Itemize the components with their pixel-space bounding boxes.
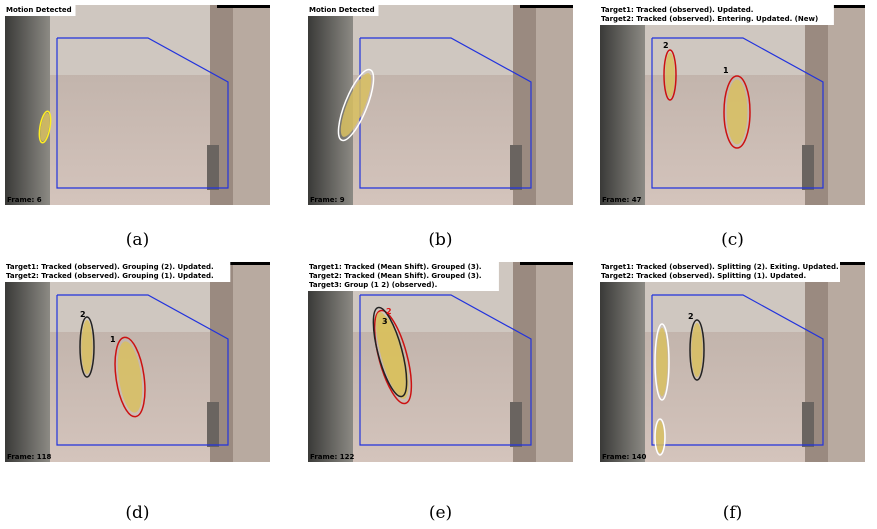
top-bar <box>217 262 270 265</box>
caption: (d) <box>125 503 149 523</box>
target-blob <box>656 420 664 454</box>
left-wall <box>5 5 50 205</box>
target-blob <box>117 341 143 413</box>
target-id: 1 <box>110 335 116 344</box>
back-wall <box>348 5 523 75</box>
status-line: Target1: Tracked (observed). Splitting (… <box>601 263 839 271</box>
top-bar <box>520 262 573 265</box>
target-ellipse <box>372 306 408 398</box>
target-id: 3 <box>382 317 388 326</box>
caption: (c) <box>721 230 744 250</box>
bin <box>802 145 814 190</box>
zone <box>56 294 229 446</box>
frame-label: Frame: 47 <box>602 196 642 204</box>
target-blob <box>656 327 668 397</box>
target-ellipse <box>723 75 751 149</box>
panel: Motion Detected Frame: 6 <box>5 5 270 205</box>
left-wall <box>600 262 645 462</box>
right-wall <box>536 262 573 462</box>
target-blob <box>40 112 50 142</box>
top-bar <box>520 5 573 8</box>
header-band <box>5 5 76 16</box>
target-id: 2 <box>386 307 392 316</box>
status-line: Target3: Group (1 2) (observed). <box>309 281 437 289</box>
zone <box>651 294 824 446</box>
status-line: Target1: Tracked (observed). Updated. <box>601 6 753 14</box>
target-ellipse <box>654 323 670 401</box>
target-id: 2 <box>663 41 669 50</box>
target-id: 1 <box>723 66 729 75</box>
zone <box>359 294 532 446</box>
left-wall <box>600 5 645 205</box>
left-wall <box>308 262 353 462</box>
caption: (a) <box>126 230 149 250</box>
top-bar <box>812 5 865 8</box>
target-blob <box>340 73 372 137</box>
panel: Motion Detected Frame: 9 <box>308 5 573 205</box>
frame-label: Frame: 118 <box>7 453 52 461</box>
header-band <box>308 262 499 291</box>
target-blob <box>691 323 703 377</box>
left-wall <box>308 5 353 205</box>
back-wall <box>45 5 220 75</box>
target-ellipse <box>337 68 375 142</box>
frame-label: Frame: 9 <box>310 196 345 204</box>
target-ellipse <box>654 418 666 456</box>
caption: (f) <box>723 503 743 523</box>
bin <box>207 145 219 190</box>
right-wall <box>536 5 573 205</box>
right-wall <box>233 262 270 462</box>
right-wall <box>828 262 865 462</box>
target-ellipse <box>663 49 677 101</box>
header-band <box>5 262 231 282</box>
target-ellipse <box>79 316 95 378</box>
top-bar <box>217 5 270 8</box>
target-blob <box>665 52 675 98</box>
status-line: Motion Detected <box>6 6 72 14</box>
panel: Target1: Tracked (observed). Splitting (… <box>600 262 865 462</box>
zone <box>56 37 229 189</box>
right-wall <box>233 5 270 205</box>
header-band <box>308 5 379 16</box>
zone <box>359 37 532 189</box>
frame-label: Frame: 122 <box>310 453 355 461</box>
header-band <box>600 5 834 25</box>
status-line: Target1: Tracked (Mean Shift). Grouped (… <box>309 263 482 271</box>
status-line: Target2: Tracked (observed). Entering. U… <box>601 15 818 23</box>
target-blob <box>81 320 93 374</box>
bin <box>802 402 814 447</box>
status-line: Target2: Tracked (Mean Shift). Grouped (… <box>309 272 482 280</box>
panel: Target1: Tracked (observed). Updated.Tar… <box>600 5 865 205</box>
target-blob <box>726 79 748 145</box>
target-ellipse <box>689 319 705 381</box>
caption: (b) <box>428 230 452 250</box>
target-ellipse <box>114 336 146 418</box>
target-id: 2 <box>80 310 86 319</box>
frame-label: Frame: 6 <box>7 196 42 204</box>
panel: Target1: Tracked (Mean Shift). Grouped (… <box>308 262 573 462</box>
bin <box>510 402 522 447</box>
left-wall <box>5 262 50 462</box>
target-id: 2 <box>688 312 694 321</box>
bin <box>510 145 522 190</box>
frame-label: Frame: 140 <box>602 453 647 461</box>
caption: (e) <box>429 503 452 523</box>
bin <box>207 402 219 447</box>
target-ellipse <box>38 110 52 144</box>
right-wall <box>828 5 865 205</box>
panel: Target1: Tracked (observed). Grouping (2… <box>5 262 270 462</box>
status-line: Target2: Tracked (observed). Splitting (… <box>601 272 806 280</box>
header-band <box>600 262 840 282</box>
status-line: Motion Detected <box>309 6 375 14</box>
zone <box>651 37 824 189</box>
target-blob <box>375 311 405 393</box>
status-line: Target1: Tracked (observed). Grouping (2… <box>6 263 214 271</box>
status-line: Target2: Tracked (observed). Grouping (1… <box>6 272 214 280</box>
